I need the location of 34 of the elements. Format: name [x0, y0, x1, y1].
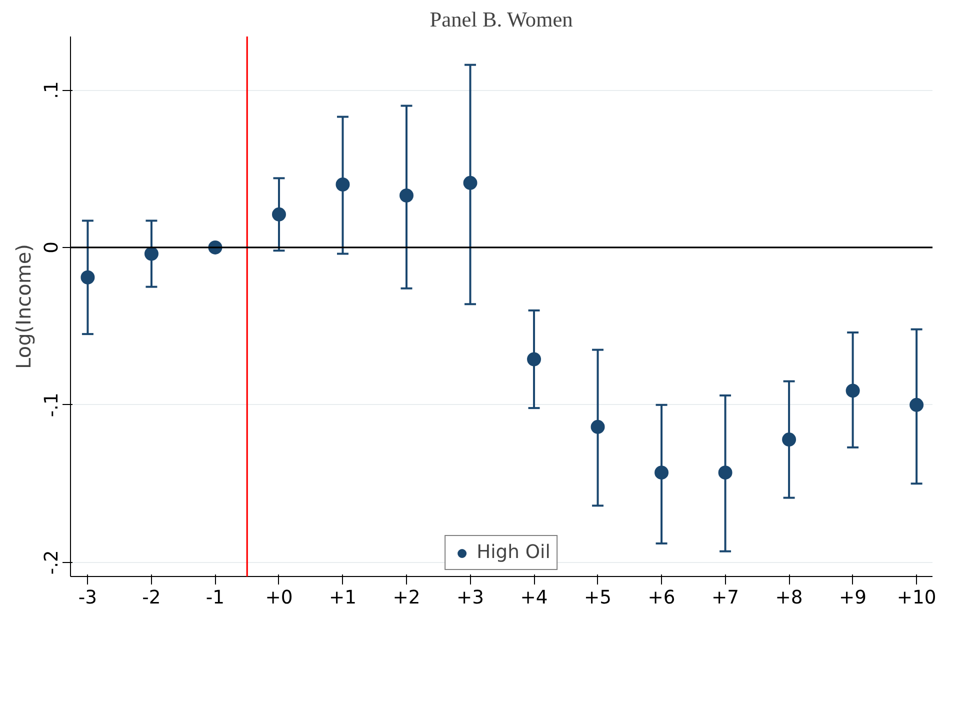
x-tick-label: +2 — [392, 588, 420, 608]
x-tick-label: -2 — [142, 588, 161, 608]
x-tick-label: +4 — [520, 588, 548, 608]
x-tick-label: -1 — [206, 588, 225, 608]
x-tick-label: +7 — [712, 588, 740, 608]
point — [782, 432, 796, 447]
x-tick-label: -3 — [78, 588, 98, 608]
point — [718, 466, 732, 480]
point — [910, 398, 924, 412]
y-tick-label: -.1 — [42, 392, 62, 418]
point — [527, 352, 542, 366]
x-tick-label: +0 — [265, 588, 293, 608]
x-tick-label: +1 — [328, 588, 357, 608]
point — [272, 207, 286, 222]
point — [336, 178, 350, 192]
point — [654, 466, 669, 480]
y-tick-label: 0 — [42, 242, 62, 254]
y-tick-label: .1 — [42, 81, 62, 99]
x-tick-label: +9 — [839, 588, 867, 608]
point — [144, 246, 158, 261]
chart-title: Panel B. Women — [430, 8, 574, 32]
x-tick-label: +6 — [648, 588, 676, 608]
y-tick-label: -.2 — [42, 550, 62, 575]
legend-label: High Oil — [476, 542, 550, 563]
point — [590, 420, 605, 434]
x-tick-label: +3 — [456, 588, 484, 608]
point — [846, 384, 860, 398]
x-tick-label: +5 — [584, 588, 612, 608]
point — [80, 270, 95, 284]
x-tick-label: +8 — [775, 588, 803, 608]
point — [463, 176, 478, 190]
y-axis-title: Log(Income) — [12, 244, 36, 369]
x-tick-label: +10 — [896, 588, 936, 608]
point — [400, 188, 414, 202]
